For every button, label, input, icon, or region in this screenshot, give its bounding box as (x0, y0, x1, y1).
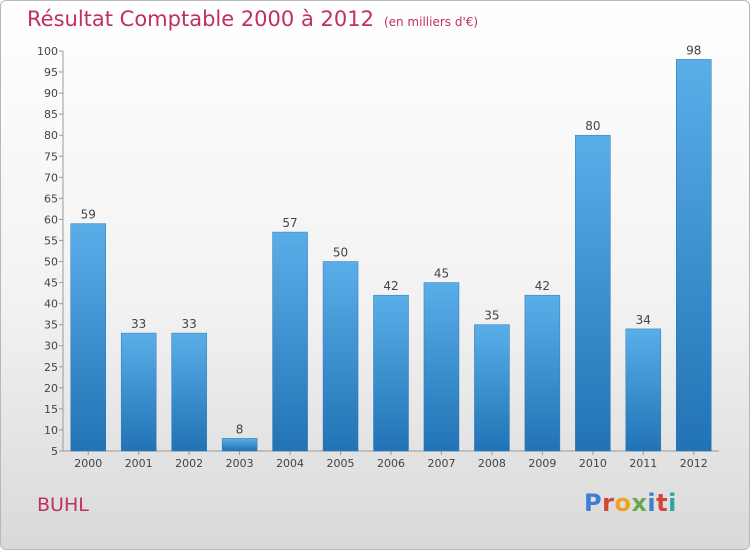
bar-2002 (171, 332, 207, 452)
y-tick-label: 90 (44, 87, 58, 100)
x-tick-label: 2002 (175, 457, 203, 470)
bar-value-label: 35 (484, 309, 499, 323)
bar-2012 (676, 59, 712, 452)
logo-letter: t (656, 489, 669, 517)
bar-value-label: 80 (585, 119, 600, 133)
y-tick-label: 20 (44, 382, 58, 395)
bar-2011 (625, 328, 662, 452)
proxiti-logo: Proxiti (584, 489, 677, 517)
y-tick-label: 25 (44, 361, 58, 374)
y-tick-label: 50 (44, 256, 58, 269)
logo-letter: o (614, 489, 632, 517)
x-tick-label: 2006 (377, 457, 405, 470)
y-tick-label: 45 (44, 277, 58, 290)
x-tick-label: 2005 (327, 457, 355, 470)
bar-2010 (575, 134, 611, 452)
logo-letter: r (602, 489, 615, 517)
logo-letter: x (631, 489, 648, 517)
y-tick-label: 95 (44, 66, 58, 79)
bar-2001 (120, 332, 157, 452)
chart-title: Résultat Comptable 2000 à 2012 (en millie… (27, 7, 478, 31)
y-tick-label: 70 (44, 171, 58, 184)
bar-value-label: 59 (81, 208, 96, 222)
logo-letter: P (584, 489, 603, 517)
x-tick-label: 2009 (528, 457, 556, 470)
bar-2005 (322, 261, 359, 452)
logo-letter: i (647, 489, 657, 517)
bar-2000 (70, 223, 106, 452)
x-tick-label: 2004 (276, 457, 304, 470)
bar-2009 (524, 294, 561, 452)
x-tick-label: 2010 (579, 457, 607, 470)
chart-title-text: Résultat Comptable 2000 à 2012 (27, 7, 374, 31)
bar-2003 (221, 438, 258, 452)
bar-value-label: 45 (434, 267, 449, 281)
bar-2008 (474, 324, 510, 452)
x-tick-label: 2008 (478, 457, 506, 470)
bar-value-label: 33 (182, 317, 197, 331)
bar-value-label: 34 (636, 313, 651, 327)
bar-value-label: 42 (383, 279, 398, 293)
y-tick-label: 15 (44, 403, 58, 416)
logo-letter: i (668, 489, 677, 517)
y-tick-label: 35 (44, 319, 58, 332)
x-tick-label: 2011 (629, 457, 657, 470)
bar-2006 (373, 294, 409, 452)
y-tick-label: 55 (44, 234, 58, 247)
bar-value-label: 50 (333, 246, 348, 260)
bar-2004 (272, 231, 308, 452)
x-tick-label: 2012 (680, 457, 708, 470)
y-tick-label: 30 (44, 340, 58, 353)
y-tick-label: 10 (44, 424, 58, 437)
bar-value-label: 33 (131, 317, 146, 331)
x-tick-label: 2001 (125, 457, 153, 470)
bar-value-label: 98 (686, 43, 701, 57)
bar-value-label: 57 (282, 216, 297, 230)
town-name: BUHL (37, 494, 89, 516)
bar-value-label: 42 (535, 279, 550, 293)
x-tick-label: 2000 (74, 457, 102, 470)
y-tick-label: 60 (44, 213, 58, 226)
bar-2007 (423, 282, 460, 452)
x-tick-label: 2003 (226, 457, 254, 470)
y-tick-label: 5 (51, 445, 58, 458)
y-tick-label: 100 (37, 45, 58, 58)
x-tick-label: 2007 (427, 457, 455, 470)
y-tick-label: 75 (44, 150, 58, 163)
y-tick-label: 85 (44, 108, 58, 121)
y-tick-label: 80 (44, 129, 58, 142)
y-tick-label: 65 (44, 192, 58, 205)
y-tick-label: 40 (44, 298, 58, 311)
chart-unit: (en milliers d'€) (383, 15, 479, 29)
bar-value-label: 8 (236, 422, 244, 436)
